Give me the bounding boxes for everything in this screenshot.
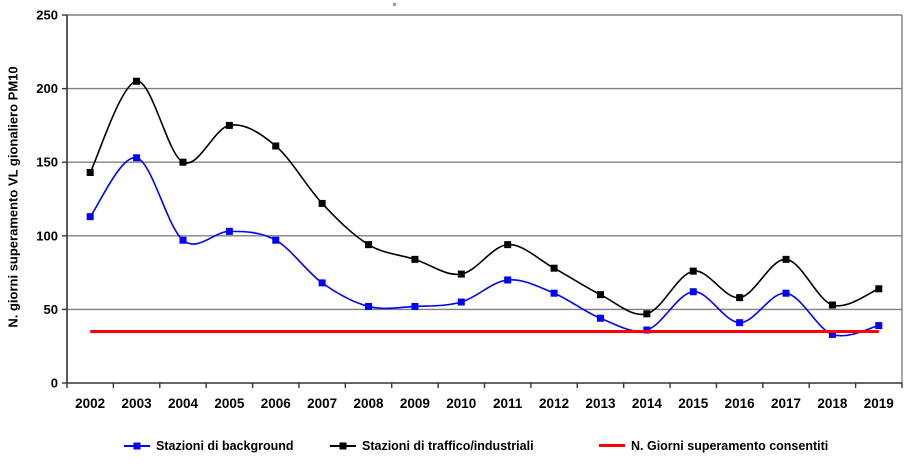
y-tick-label-0: 0 (51, 376, 58, 391)
series-marker-stazioni-di-background-2005 (225, 227, 233, 235)
series-line-stazioni-di-background (89, 156, 880, 337)
series-marker-stazioni-di-traffico-industriali-2008 (365, 241, 373, 249)
series-marker-stazioni-di-background-2018 (828, 330, 836, 338)
series-marker-stazioni-di-traffico-industriali-2006 (272, 142, 280, 150)
y-tick-label-150: 150 (36, 155, 58, 170)
x-tick-label-2014: 2014 (632, 396, 663, 411)
legend-label: Stazioni di background (156, 438, 294, 453)
series-marker-stazioni-di-background-2015 (689, 288, 697, 296)
y-tick-label-100: 100 (36, 228, 58, 243)
legend-label: Stazioni di traffico/industriali (362, 438, 534, 453)
stray-title-dot (393, 3, 396, 6)
legend-swatch-blue-square-line-icon (124, 440, 150, 451)
series-marker-stazioni-di-traffico-industriali-2014 (643, 310, 651, 318)
series-marker-stazioni-di-traffico-industriali-2004 (179, 158, 187, 166)
series-marker-stazioni-di-traffico-industriali-2019 (875, 285, 883, 293)
x-tick-label-2003: 2003 (122, 396, 153, 411)
series-marker-stazioni-di-traffico-industriali-2005 (225, 121, 233, 129)
y-tick-label-250: 250 (36, 8, 58, 23)
x-tick-label-2008: 2008 (354, 396, 385, 411)
legend-item-stazioni-di-traffico-industriali: Stazioni di traffico/industriali (330, 438, 534, 453)
x-tick-label-2009: 2009 (400, 396, 430, 411)
series-marker-stazioni-di-traffico-industriali-2013 (596, 291, 604, 299)
y-tick-label-200: 200 (36, 81, 58, 96)
series-marker-stazioni-di-background-2016 (736, 319, 744, 327)
x-tick-label-2006: 2006 (261, 396, 292, 411)
y-tick-label-50: 50 (44, 302, 58, 317)
x-tick-label-2007: 2007 (307, 396, 337, 411)
x-tick-label-2002: 2002 (75, 396, 105, 411)
series-marker-stazioni-di-background-2009 (411, 302, 419, 310)
series-marker-stazioni-di-background-2013 (596, 314, 604, 322)
x-tick-label-2013: 2013 (585, 396, 616, 411)
series-marker-stazioni-di-traffico-industriali-2002 (86, 169, 94, 177)
series-marker-stazioni-di-background-2011 (504, 276, 512, 284)
series-marker-stazioni-di-traffico-industriali-2017 (782, 255, 790, 263)
legend-swatch-black-square-line-icon (330, 440, 356, 451)
legend-label: N. Giorni superamento consentiti (631, 438, 829, 453)
x-tick-label-2019: 2019 (864, 396, 894, 411)
series-marker-stazioni-di-background-2007 (318, 279, 326, 287)
series-marker-stazioni-di-background-2003 (133, 154, 141, 162)
series-marker-stazioni-di-traffico-industriali-2012 (550, 264, 558, 272)
legend-item-stazioni-di-background: Stazioni di background (124, 438, 294, 453)
series-marker-stazioni-di-traffico-industriali-2003 (133, 77, 141, 85)
series-marker-stazioni-di-background-2004 (179, 236, 187, 244)
series-marker-stazioni-di-background-2012 (550, 289, 558, 297)
x-tick-label-2005: 2005 (214, 396, 245, 411)
series-marker-stazioni-di-traffico-industriali-2018 (828, 301, 836, 309)
x-tick-label-2012: 2012 (539, 396, 569, 411)
x-tick-label-2015: 2015 (678, 396, 709, 411)
series-marker-stazioni-di-background-2017 (782, 289, 790, 297)
x-tick-label-2017: 2017 (771, 396, 801, 411)
x-tick-label-2018: 2018 (817, 396, 848, 411)
series-marker-stazioni-di-traffico-industriali-2007 (318, 199, 326, 207)
series-line-stazioni-di-traffico-industriali (89, 80, 880, 316)
legend-item-giorni-superamento-consentiti: N. Giorni superamento consentiti (599, 438, 828, 453)
series-marker-stazioni-di-background-2008 (365, 302, 373, 310)
legend-swatch-red-line-icon (599, 440, 625, 451)
x-tick-label-2010: 2010 (446, 396, 476, 411)
series-marker-stazioni-di-background-2010 (457, 298, 465, 306)
series-marker-stazioni-di-background-2002 (86, 213, 94, 221)
series-marker-stazioni-di-background-2019 (875, 322, 883, 330)
series-marker-stazioni-di-background-2006 (272, 236, 280, 244)
series-marker-stazioni-di-traffico-industriali-2010 (457, 270, 465, 278)
x-tick-label-2016: 2016 (725, 396, 756, 411)
x-tick-label-2004: 2004 (168, 396, 199, 411)
series-marker-stazioni-di-traffico-industriali-2009 (411, 255, 419, 263)
series-marker-stazioni-di-traffico-industriali-2011 (504, 241, 512, 249)
y-axis-title: N. giorni superamento VL gionaliero PM10 (5, 66, 21, 328)
x-tick-label-2011: 2011 (493, 396, 523, 411)
series-marker-stazioni-di-traffico-industriali-2015 (689, 267, 697, 275)
series-marker-stazioni-di-traffico-industriali-2016 (736, 294, 744, 302)
